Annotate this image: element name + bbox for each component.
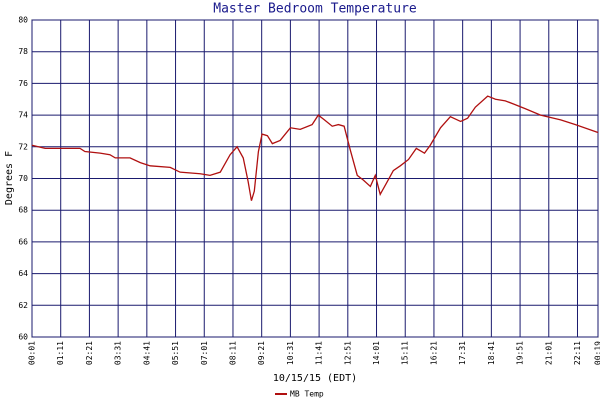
x-tick-label: 17:31 [458,341,467,365]
legend-label: MB Temp [290,390,324,399]
x-tick-label: 19:51 [516,341,525,365]
x-tick-label: 21:01 [544,341,553,365]
x-tick-label: 00:01 [28,341,37,365]
y-tick-label: 60 [18,333,28,342]
x-tick-label: 08:11 [228,341,237,365]
x-tick-label: 12:51 [343,341,352,365]
x-tick-label: 18:41 [487,341,496,365]
x-tick-label: 01:11 [56,341,65,365]
y-tick-label: 72 [18,142,28,151]
x-tick-label: 11:41 [315,341,324,365]
data-line [31,95,599,201]
x-tick-label: 10:31 [286,341,295,365]
x-tick-label: 15:11 [401,341,410,365]
x-tick-label: 04:41 [142,341,151,365]
y-tick-label: 66 [18,237,28,246]
y-tick-label: 76 [18,79,28,88]
x-axis-label: 10/15/15 (EDT) [273,373,357,384]
y-tick-label: 62 [18,301,28,310]
x-tick-label: 03:31 [114,341,123,365]
y-tick-label: 64 [18,269,28,278]
y-tick-label: 68 [18,206,28,215]
y-tick-label: 74 [18,111,28,120]
chart-title: Master Bedroom Temperature [213,2,417,17]
x-tick-label: 16:21 [429,341,438,365]
y-tick-label: 70 [18,174,28,183]
y-tick-label: 78 [18,47,28,56]
x-tick-label: 14:01 [372,341,381,365]
x-tick-label: 05:51 [171,341,180,365]
x-tick-label: 22:11 [573,341,582,365]
x-tick-label: 00:19 [594,341,600,365]
x-tick-label: 02:21 [85,341,94,365]
x-tick-label: 09:21 [257,341,266,365]
y-tick-label: 80 [18,16,28,25]
x-tick-label: 07:01 [200,341,209,365]
y-axis-label: Degrees F [4,151,15,205]
